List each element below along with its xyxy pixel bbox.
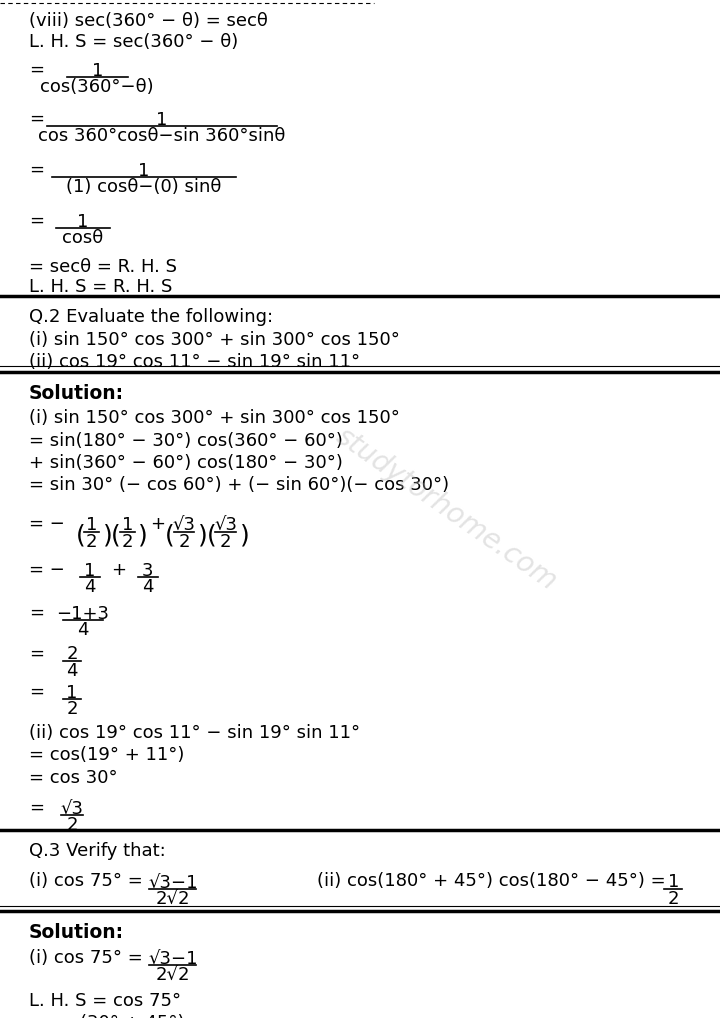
Text: ): ) (198, 523, 208, 548)
Text: 4: 4 (66, 662, 78, 680)
Text: Q.3 Verify that:: Q.3 Verify that: (29, 842, 166, 860)
Text: = secθ = R. H. S: = secθ = R. H. S (29, 258, 177, 276)
Text: L. H. S = R. H. S: L. H. S = R. H. S (29, 278, 172, 296)
Text: 2: 2 (220, 533, 231, 552)
Text: (i) sin 150° cos 300° + sin 300° cos 150°: (i) sin 150° cos 300° + sin 300° cos 150… (29, 409, 400, 428)
Text: cos(360°−θ): cos(360°−θ) (40, 78, 154, 97)
Text: 4: 4 (84, 578, 96, 597)
Text: 2: 2 (66, 645, 78, 664)
Text: L. H. S = sec(360° − θ): L. H. S = sec(360° − θ) (29, 33, 238, 51)
Text: 2: 2 (66, 816, 78, 835)
Text: ): ) (240, 523, 250, 548)
Text: =: = (29, 799, 44, 817)
Text: 2√2: 2√2 (156, 966, 190, 984)
Text: =: = (29, 161, 44, 179)
Text: 4: 4 (142, 578, 153, 597)
Text: 1: 1 (667, 873, 679, 892)
Text: 1: 1 (91, 62, 103, 80)
Text: = −: = − (29, 515, 65, 533)
Text: (i) sin 150° cos 300° + sin 300° cos 150°: (i) sin 150° cos 300° + sin 300° cos 150… (29, 331, 400, 349)
Text: (ii) cos 19° cos 11° − sin 19° sin 11°: (ii) cos 19° cos 11° − sin 19° sin 11° (29, 724, 360, 742)
Text: (viii) sec(360° − θ) = secθ: (viii) sec(360° − θ) = secθ (29, 12, 268, 31)
Text: = −: = − (29, 561, 65, 579)
Text: (ii) cos 19° cos 11° − sin 19° sin 11°: (ii) cos 19° cos 11° − sin 19° sin 11° (29, 353, 360, 372)
Text: = cos(19° + 11°): = cos(19° + 11°) (29, 746, 184, 765)
Text: (i) cos 75° =: (i) cos 75° = (29, 872, 143, 891)
Text: √3: √3 (60, 800, 84, 818)
Text: studytorhome.com: studytorhome.com (330, 422, 562, 596)
Text: 2: 2 (86, 533, 97, 552)
Text: +: + (150, 515, 166, 533)
Text: =: = (29, 604, 44, 622)
Text: (ii) cos(180° + 45°) cos(180° − 45°) =: (ii) cos(180° + 45°) cos(180° − 45°) = (317, 872, 665, 891)
Text: (: ( (76, 523, 86, 548)
Text: √3: √3 (173, 516, 195, 534)
Text: =: = (29, 110, 44, 128)
Text: 2√2: 2√2 (156, 890, 190, 908)
Text: −1+3: −1+3 (56, 605, 109, 623)
Text: =: = (29, 683, 44, 701)
Text: cos 360°cosθ−sin 360°sinθ: cos 360°cosθ−sin 360°sinθ (38, 127, 286, 146)
Text: √3−1: √3−1 (148, 873, 197, 892)
Text: 2: 2 (179, 533, 189, 552)
Text: = cos 30°: = cos 30° (29, 769, 117, 787)
Text: = sin 30° (− cos 60°) + (− sin 60°)(− cos 30°): = sin 30° (− cos 60°) + (− sin 60°)(− co… (29, 476, 449, 495)
Text: 1: 1 (77, 213, 89, 231)
Text: (: ( (112, 523, 121, 548)
Text: ): ) (103, 523, 112, 548)
Text: 1: 1 (86, 516, 97, 534)
Text: 3: 3 (142, 562, 153, 580)
Text: √3: √3 (215, 516, 237, 534)
Text: (: ( (207, 523, 217, 548)
Text: Q.2 Evaluate the following:: Q.2 Evaluate the following: (29, 308, 273, 327)
Text: L. H. S = cos 75°: L. H. S = cos 75° (29, 992, 181, 1010)
Text: 2: 2 (122, 533, 133, 552)
Text: +: + (112, 561, 127, 579)
Text: =: = (29, 644, 44, 663)
Text: = sin(180° − 30°) cos(360° − 60°): = sin(180° − 30°) cos(360° − 60°) (29, 432, 343, 450)
Text: 1: 1 (138, 162, 150, 180)
Text: Solution:: Solution: (29, 923, 124, 943)
Text: 4: 4 (77, 621, 89, 639)
Text: 1: 1 (84, 562, 96, 580)
Text: 2: 2 (667, 890, 679, 908)
Text: 1: 1 (122, 516, 133, 534)
Text: + sin(360° − 60°) cos(180° − 30°): + sin(360° − 60°) cos(180° − 30°) (29, 454, 343, 472)
Text: (: ( (165, 523, 175, 548)
Text: 1: 1 (156, 111, 168, 129)
Text: 2: 2 (66, 700, 78, 719)
Text: √3−1: √3−1 (148, 950, 197, 968)
Text: (1) cosθ−(0) sinθ: (1) cosθ−(0) sinθ (66, 178, 222, 196)
Text: Solution:: Solution: (29, 384, 124, 403)
Text: (i) cos 75° =: (i) cos 75° = (29, 949, 143, 967)
Text: = cos(30° + 45°): = cos(30° + 45°) (29, 1014, 184, 1018)
Text: ): ) (138, 523, 148, 548)
Text: 1: 1 (66, 684, 78, 702)
Text: cosθ: cosθ (62, 229, 104, 247)
Text: =: = (29, 212, 44, 230)
Text: =: = (29, 61, 44, 79)
